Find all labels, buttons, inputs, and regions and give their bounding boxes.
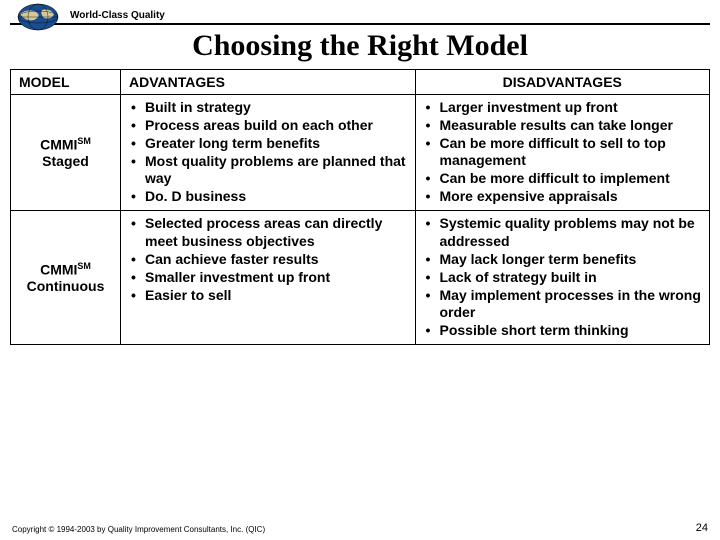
list-item: Larger investment up front [426,99,704,116]
disadvantages-cell: Systemic quality problems may not be add… [415,211,710,345]
globe-logo-icon [14,2,62,32]
list-item: More expensive appraisals [426,188,704,205]
model-name-staged: CMMISM Staged [11,95,121,211]
copyright-text: Copyright © 1994-2003 by Quality Improve… [12,525,265,534]
list-item: Can be more difficult to sell to top man… [426,135,704,169]
col-header-advantages: ADVANTAGES [121,70,416,95]
list-item: Can achieve faster results [131,251,409,268]
page-title: Choosing the Right Model [10,29,710,63]
list-item: Built in strategy [131,99,409,116]
model-name-continuous: CMMISM Continuous [11,211,121,345]
col-header-model: MODEL [11,70,121,95]
table-row: CMMISM Staged Built in strategy Process … [11,95,710,211]
tagline: World-Class Quality [70,10,700,21]
table-header-row: MODEL ADVANTAGES DISADVANTAGES [11,70,710,95]
page-number: 24 [696,522,708,534]
list-item: Possible short term thinking [426,322,704,339]
header: World-Class Quality [10,0,710,25]
list-item: May lack longer term benefits [426,251,704,268]
list-item: Smaller investment up front [131,269,409,286]
col-header-disadvantages: DISADVANTAGES [415,70,710,95]
list-item: Greater long term benefits [131,135,409,152]
list-item: Do. D business [131,188,409,205]
list-item: May implement processes in the wrong ord… [426,287,704,321]
list-item: Easier to sell [131,287,409,304]
list-item: Measurable results can take longer [426,117,704,134]
table-row: CMMISM Continuous Selected process areas… [11,211,710,345]
advantages-cell: Built in strategy Process areas build on… [121,95,416,211]
comparison-table: MODEL ADVANTAGES DISADVANTAGES CMMISM St… [10,69,710,345]
disadvantages-cell: Larger investment up front Measurable re… [415,95,710,211]
advantages-cell: Selected process areas can directly meet… [121,211,416,345]
list-item: Lack of strategy built in [426,269,704,286]
list-item: Selected process areas can directly meet… [131,215,409,249]
list-item: Most quality problems are planned that w… [131,153,409,187]
list-item: Process areas build on each other [131,117,409,134]
footer: Copyright © 1994-2003 by Quality Improve… [12,522,708,534]
list-item: Systemic quality problems may not be add… [426,215,704,249]
list-item: Can be more difficult to implement [426,170,704,187]
